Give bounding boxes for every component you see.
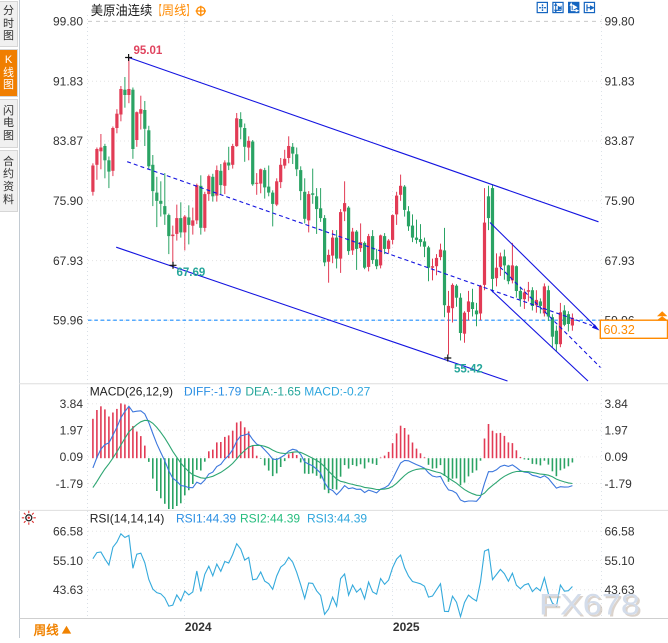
svg-text:95.01: 95.01: [134, 45, 163, 57]
svg-text:66.58: 66.58: [605, 525, 635, 539]
svg-text:RSI1:44.39: RSI1:44.39: [176, 512, 236, 526]
svg-text:3.84: 3.84: [60, 397, 84, 411]
svg-text:】: 】: [187, 3, 193, 18]
svg-text:RSI2:44.39: RSI2:44.39: [240, 512, 300, 526]
svg-text:【: 【: [155, 3, 161, 18]
svg-text:59.96: 59.96: [53, 314, 83, 328]
svg-text:2025: 2025: [393, 620, 420, 634]
svg-text:-1.79: -1.79: [605, 477, 633, 491]
svg-text:2024: 2024: [185, 620, 212, 634]
svg-text:43.63: 43.63: [605, 583, 635, 597]
svg-text:RSI3:44.39: RSI3:44.39: [307, 512, 367, 526]
svg-text:FX678: FX678: [541, 591, 642, 624]
svg-text:美原油连续: 美原油连续: [91, 3, 153, 18]
svg-text:67.93: 67.93: [605, 254, 635, 268]
svg-text:55.10: 55.10: [53, 554, 83, 568]
svg-text:MACD:-0.27: MACD:-0.27: [304, 384, 370, 398]
svg-text:83.87: 83.87: [53, 134, 83, 148]
svg-text:1.97: 1.97: [60, 424, 84, 438]
svg-text:RSI(14,14,14): RSI(14,14,14): [90, 512, 165, 526]
svg-text:1.97: 1.97: [605, 424, 629, 438]
svg-text:60.32: 60.32: [604, 323, 635, 337]
svg-text:91.83: 91.83: [605, 74, 635, 88]
svg-text:0.09: 0.09: [605, 450, 629, 464]
svg-text:91.83: 91.83: [53, 74, 83, 88]
svg-text:66.58: 66.58: [53, 525, 83, 539]
svg-text:67.69: 67.69: [177, 267, 206, 279]
svg-text:-1.79: -1.79: [56, 477, 84, 491]
svg-text:75.90: 75.90: [605, 194, 635, 208]
svg-text:67.93: 67.93: [53, 254, 83, 268]
svg-text:55.42: 55.42: [454, 364, 483, 376]
svg-text:DIFF:-1.79: DIFF:-1.79: [184, 384, 242, 398]
svg-text:99.80: 99.80: [605, 15, 635, 29]
svg-text:FX678: FX678: [539, 589, 640, 622]
svg-text:55.10: 55.10: [605, 554, 635, 568]
svg-text:75.90: 75.90: [53, 194, 83, 208]
svg-text:3.84: 3.84: [605, 397, 629, 411]
svg-text:99.80: 99.80: [53, 15, 83, 29]
svg-text:MACD(26,12,9): MACD(26,12,9): [90, 384, 173, 398]
svg-text:周线: 周线: [34, 623, 60, 638]
svg-text:DEA:-1.65: DEA:-1.65: [245, 384, 301, 398]
svg-text:周线: 周线: [162, 3, 187, 18]
svg-text:83.87: 83.87: [605, 134, 635, 148]
svg-text:43.63: 43.63: [53, 583, 83, 597]
svg-text:0.09: 0.09: [60, 450, 84, 464]
